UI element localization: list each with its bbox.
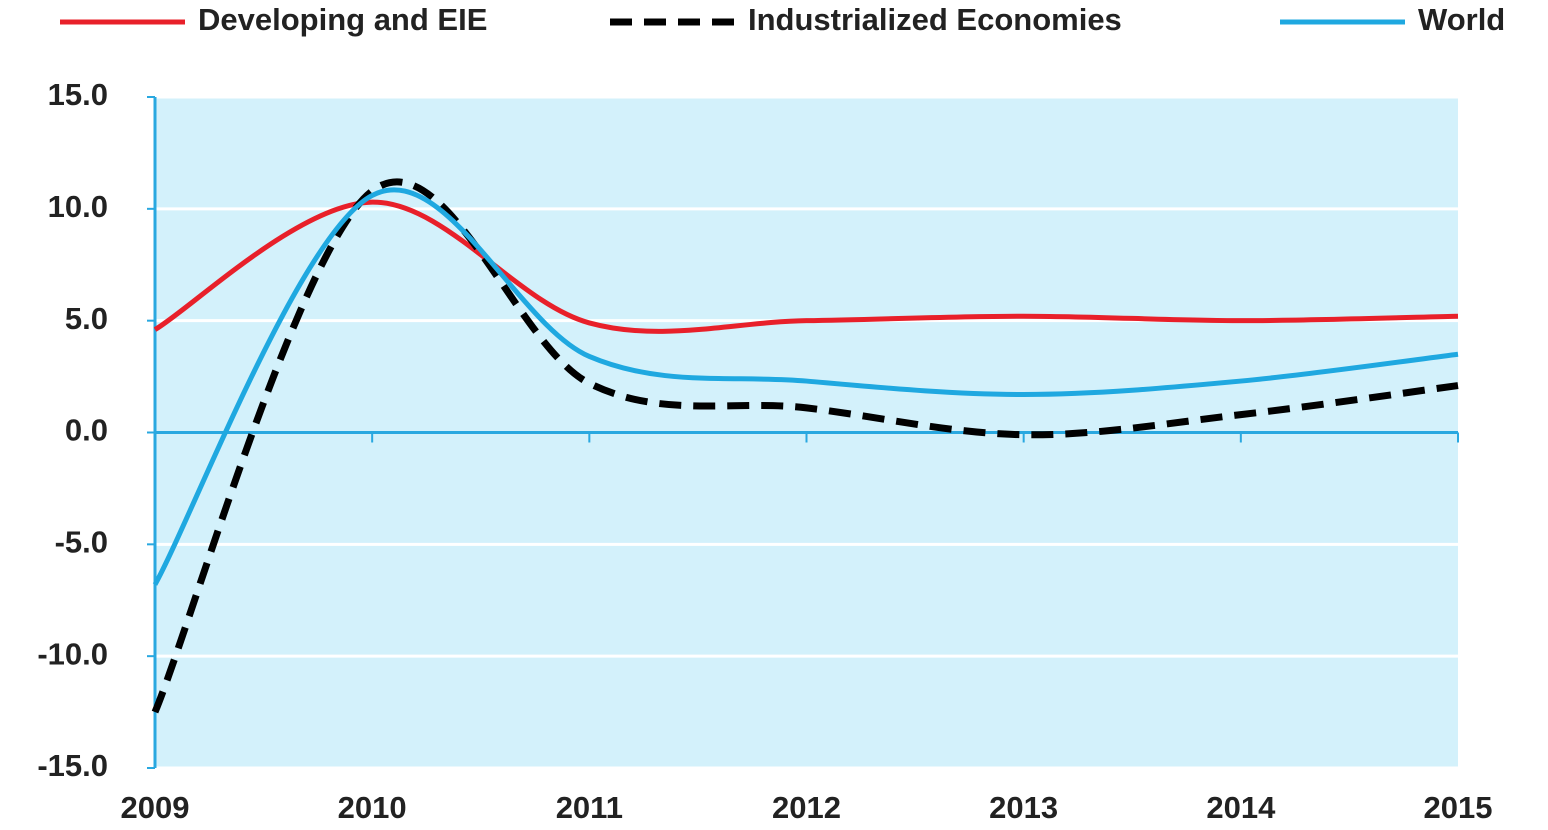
x-tick-label: 2014 [1206,790,1276,825]
series-line [151,178,1459,714]
y-tick-label: -5.0 [55,525,108,560]
x-tick-label: 2012 [772,790,841,825]
legend-label: Industrialized Economies [748,2,1122,37]
x-tick-label: 2013 [989,790,1058,825]
y-tick-label: 10.0 [48,189,108,224]
series-line [153,199,1459,334]
y-tick-label: -10.0 [37,636,108,671]
x-tick-label: 2009 [121,790,190,825]
x-tick-label: 2010 [338,790,407,825]
series-line [152,187,1459,586]
y-tick-label: 5.0 [65,301,108,336]
legend-label: World [1418,2,1505,37]
y-tick-label: 0.0 [65,413,108,448]
x-tick-label: 2011 [556,790,623,825]
y-tick-label: -15.0 [37,748,108,783]
x-tick-label: 2015 [1424,790,1493,825]
legend-label: Developing and EIE [198,2,487,37]
y-tick-label: 15.0 [48,77,108,112]
